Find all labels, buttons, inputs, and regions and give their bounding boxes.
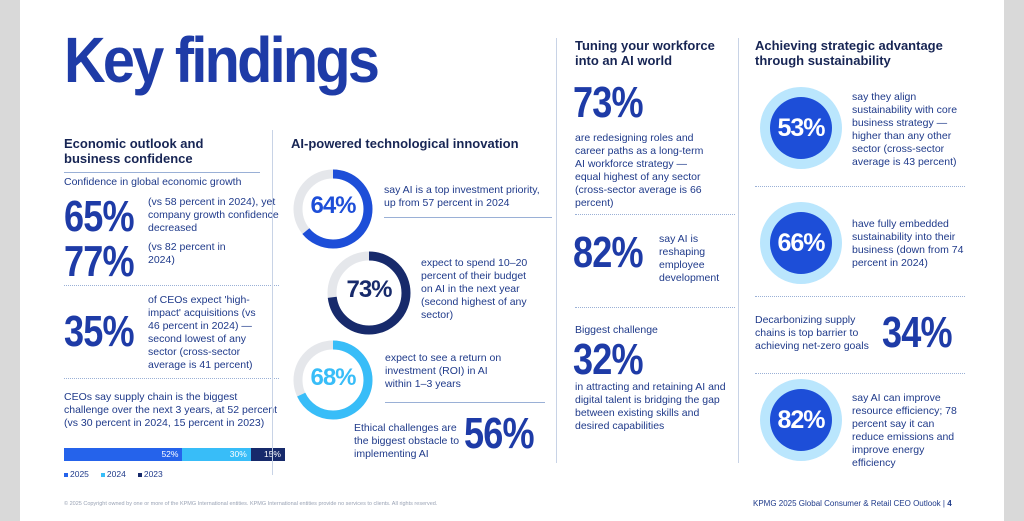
- circle-82-label: 82%: [777, 406, 825, 434]
- report-page: Key findings Economic outlook and busine…: [20, 0, 1004, 521]
- circle-53: [760, 87, 842, 169]
- circle-66-text: have fully embedded sustainability into …: [852, 218, 964, 269]
- footer-report: KPMG 2025 Global Consumer & Retail CEO O…: [753, 499, 952, 508]
- page-title: Key findings: [64, 24, 380, 96]
- column-divider: [738, 38, 739, 463]
- stat-65-value: 65%: [64, 192, 135, 241]
- bar-segment-1: 30%: [182, 448, 251, 461]
- circle-core: [770, 212, 832, 274]
- bar-segment-0: 52%: [64, 448, 183, 461]
- ai-innovation-heading: AI-powered technological innovation: [291, 136, 519, 151]
- circle-82-text: say AI can improve resource efficiency; …: [852, 392, 957, 469]
- decarbonizing-text: Decarbonizing supply chains is top barri…: [755, 314, 869, 352]
- ring-arc: [293, 169, 373, 249]
- legend-swatch: [100, 472, 105, 477]
- confidence-subheading: Confidence in global economic growth: [64, 176, 242, 188]
- divider: [575, 214, 735, 215]
- workforce-heading: Tuning your workforce into an AI world: [575, 38, 715, 68]
- legend-swatch: [137, 472, 142, 477]
- circle-core: [770, 97, 832, 159]
- stat-35-text: of CEOs expect 'high-impact' acquisition…: [148, 294, 256, 371]
- ring-arc: [327, 251, 411, 335]
- page-number: 4: [947, 499, 952, 508]
- legend-item: 2024: [100, 469, 126, 479]
- divider: [385, 402, 545, 403]
- footer-copyright: © 2025 Copyright owned by one or more of…: [64, 501, 438, 507]
- divider: [64, 378, 279, 379]
- stat-77-value: 77%: [64, 237, 135, 286]
- stat-35-value: 35%: [64, 307, 135, 356]
- challenge-label: Biggest challenge: [575, 324, 658, 336]
- divider: [755, 373, 965, 374]
- circle-53-text: say they align sustainability with core …: [852, 91, 958, 168]
- ring-73-label: 73%: [346, 276, 392, 303]
- stat-34-value: 34%: [882, 308, 953, 357]
- divider: [755, 296, 965, 297]
- legend-item: 2025: [64, 469, 89, 479]
- column-divider: [272, 130, 273, 475]
- circle-core: [770, 389, 832, 451]
- stat-77-text: (vs 82 percent in 2024): [148, 241, 226, 266]
- ring-64-text: say AI is a top investment priority, up …: [384, 184, 540, 209]
- bar-legend: 2025 2024 2023: [64, 469, 175, 479]
- stat-56-value: 56%: [464, 409, 535, 458]
- sustainability-heading: Achieving strategic advantage through su…: [755, 38, 943, 68]
- stat-82-text: say AI is reshaping employee development: [659, 233, 720, 284]
- circle-53-label: 53%: [777, 114, 825, 142]
- bar-segment-2: 15%: [250, 448, 285, 461]
- circle-66-label: 66%: [777, 229, 825, 257]
- ring-chart-73: [327, 251, 411, 335]
- ethics-text: Ethical challenges are the biggest obsta…: [354, 422, 460, 460]
- circle-66: [760, 202, 842, 284]
- divider: [384, 217, 552, 218]
- ring-chart-64: [293, 169, 373, 249]
- legend-item: 2023: [137, 469, 163, 479]
- ring-73-text: expect to spend 10–20 percent of their b…: [421, 257, 528, 321]
- circle-82: [760, 379, 842, 461]
- legend-swatch: [64, 472, 68, 477]
- stat-32-text: in attracting and retaining AI and digit…: [575, 381, 726, 432]
- stat-73-text: are redesigning roles and career paths a…: [575, 132, 704, 209]
- ring-68-text: expect to see a return on investment (RO…: [385, 352, 502, 390]
- stat-73-value: 73%: [573, 78, 644, 127]
- ring-64-label: 64%: [310, 192, 356, 219]
- divider: [575, 307, 735, 308]
- stat-32-value: 32%: [573, 335, 644, 384]
- divider: [64, 172, 260, 173]
- stat-82-value: 82%: [573, 228, 644, 277]
- legend-label: 2023: [143, 469, 163, 479]
- divider: [755, 186, 965, 187]
- divider: [64, 285, 279, 286]
- ring-68-label: 68%: [310, 364, 356, 391]
- supply-chain-text: CEOs say supply chain is the biggest cha…: [64, 391, 278, 429]
- economic-outlook-heading: Economic outlook and business confidence: [64, 136, 204, 166]
- footer-separator: |: [942, 499, 948, 508]
- column-divider: [556, 38, 557, 463]
- report-title: KPMG 2025 Global Consumer & Retail CEO O…: [753, 499, 941, 508]
- stat-65-text: (vs 58 percent in 2024), yet company gro…: [148, 196, 279, 234]
- ring-arc: [293, 340, 373, 420]
- legend-label: 2025: [70, 469, 89, 479]
- supply-chain-bar: 52%30%15%: [64, 448, 285, 461]
- legend-label: 2024: [106, 469, 126, 479]
- ring-chart-68: [293, 340, 373, 420]
